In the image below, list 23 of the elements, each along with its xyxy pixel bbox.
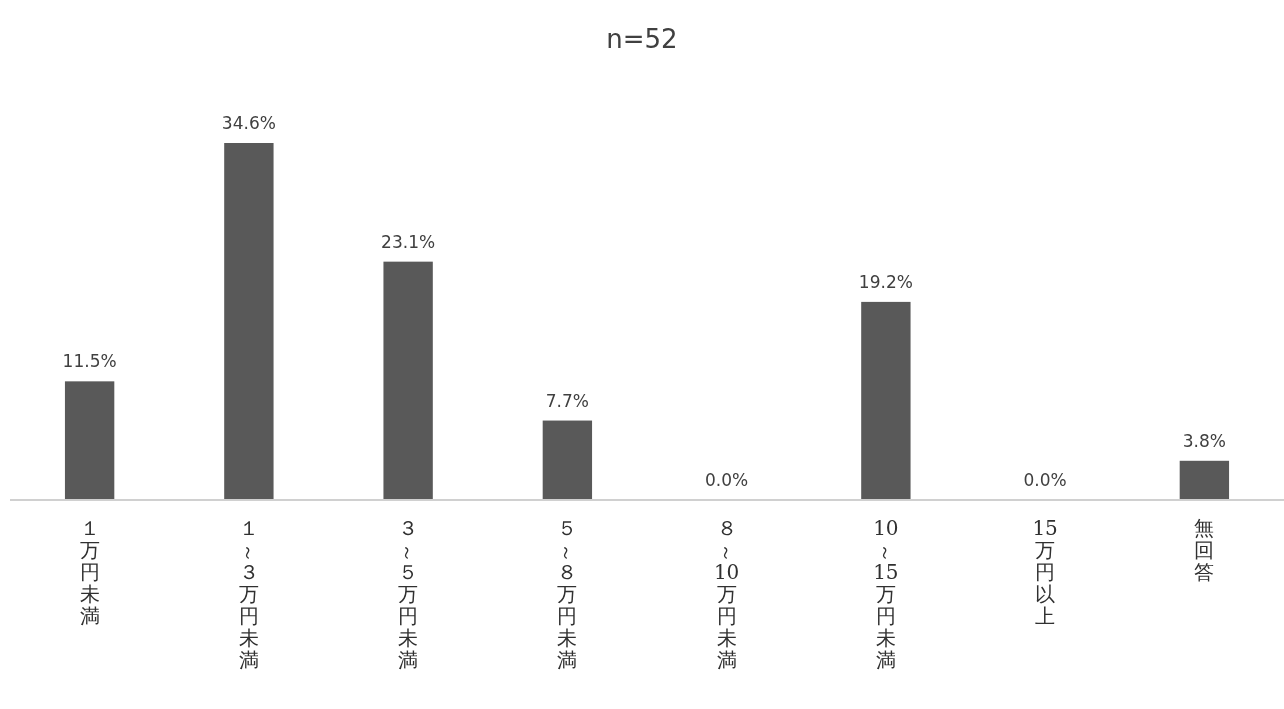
bar bbox=[383, 261, 433, 500]
bar bbox=[542, 420, 593, 500]
x-tick-label: １万円未満 bbox=[79, 516, 100, 628]
bar bbox=[1179, 460, 1230, 500]
data-label: 19.2% bbox=[858, 271, 913, 292]
x-tick-label: ５～８万円未満 bbox=[555, 516, 580, 672]
data-label: 0.0% bbox=[1023, 470, 1067, 490]
x-tick-label: 15万円以上 bbox=[1032, 516, 1058, 628]
data-label: 3.8% bbox=[1182, 430, 1226, 451]
bar bbox=[224, 143, 274, 500]
data-label: 0.0% bbox=[705, 470, 749, 490]
chart-title: n=52 bbox=[606, 24, 678, 54]
x-tick-label: 無回答 bbox=[1194, 516, 1215, 584]
bar bbox=[64, 381, 115, 500]
x-tick-label: １～３万円未満 bbox=[236, 516, 261, 672]
x-tick-label: ３～５万円未満 bbox=[396, 516, 421, 672]
bar bbox=[861, 301, 911, 500]
data-label: 23.1% bbox=[381, 231, 436, 252]
x-tick-label: 10～15万円未満 bbox=[873, 516, 899, 672]
data-label: 7.7% bbox=[545, 390, 589, 411]
x-tick-label: ８～10万円未満 bbox=[713, 516, 740, 672]
data-label: 34.6% bbox=[221, 113, 276, 133]
data-label: 11.5% bbox=[62, 351, 117, 372]
